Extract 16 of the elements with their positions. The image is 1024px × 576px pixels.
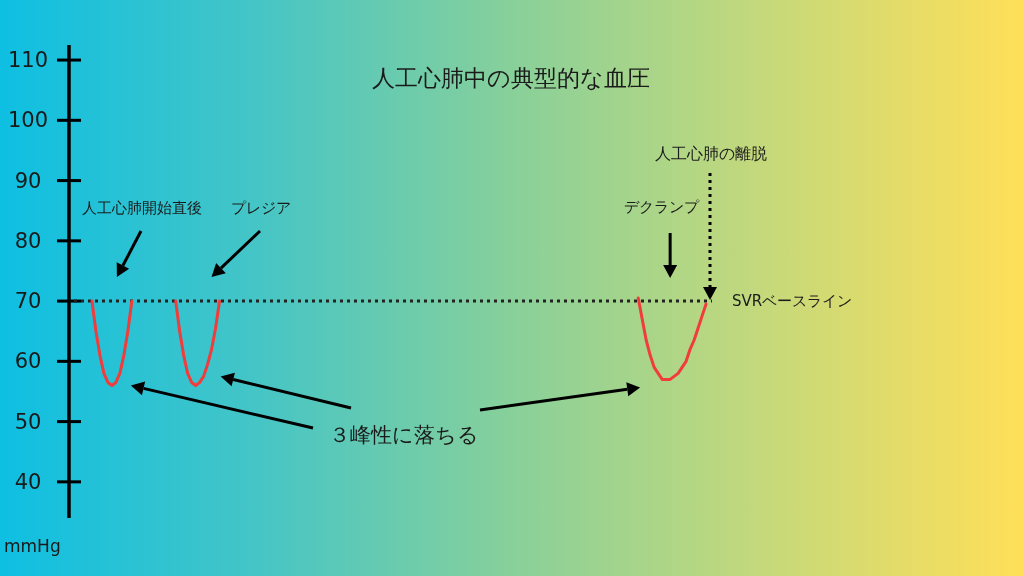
ytick: 50 bbox=[14, 409, 42, 434]
annotation: 人工心肺開始直後 bbox=[82, 199, 202, 217]
ytick: 80 bbox=[14, 228, 42, 253]
ylabel: mmHg bbox=[4, 536, 61, 556]
ytick: 110 bbox=[7, 48, 49, 73]
ytick: 60 bbox=[14, 349, 42, 374]
ytick: 40 bbox=[14, 469, 42, 494]
annotation: デクランプ bbox=[623, 198, 699, 216]
annotation: ３峰性に落ちる bbox=[329, 423, 479, 447]
ref-label: SVRベースライン bbox=[732, 292, 853, 311]
annotation: プレジア bbox=[231, 199, 291, 217]
ytick: 90 bbox=[14, 168, 42, 193]
ytick: 70 bbox=[14, 289, 42, 314]
annotation: 人工心肺の離脱 bbox=[655, 143, 767, 163]
ytick: 100 bbox=[7, 108, 49, 133]
title: 人工心肺中の典型的な血圧 bbox=[372, 65, 650, 91]
